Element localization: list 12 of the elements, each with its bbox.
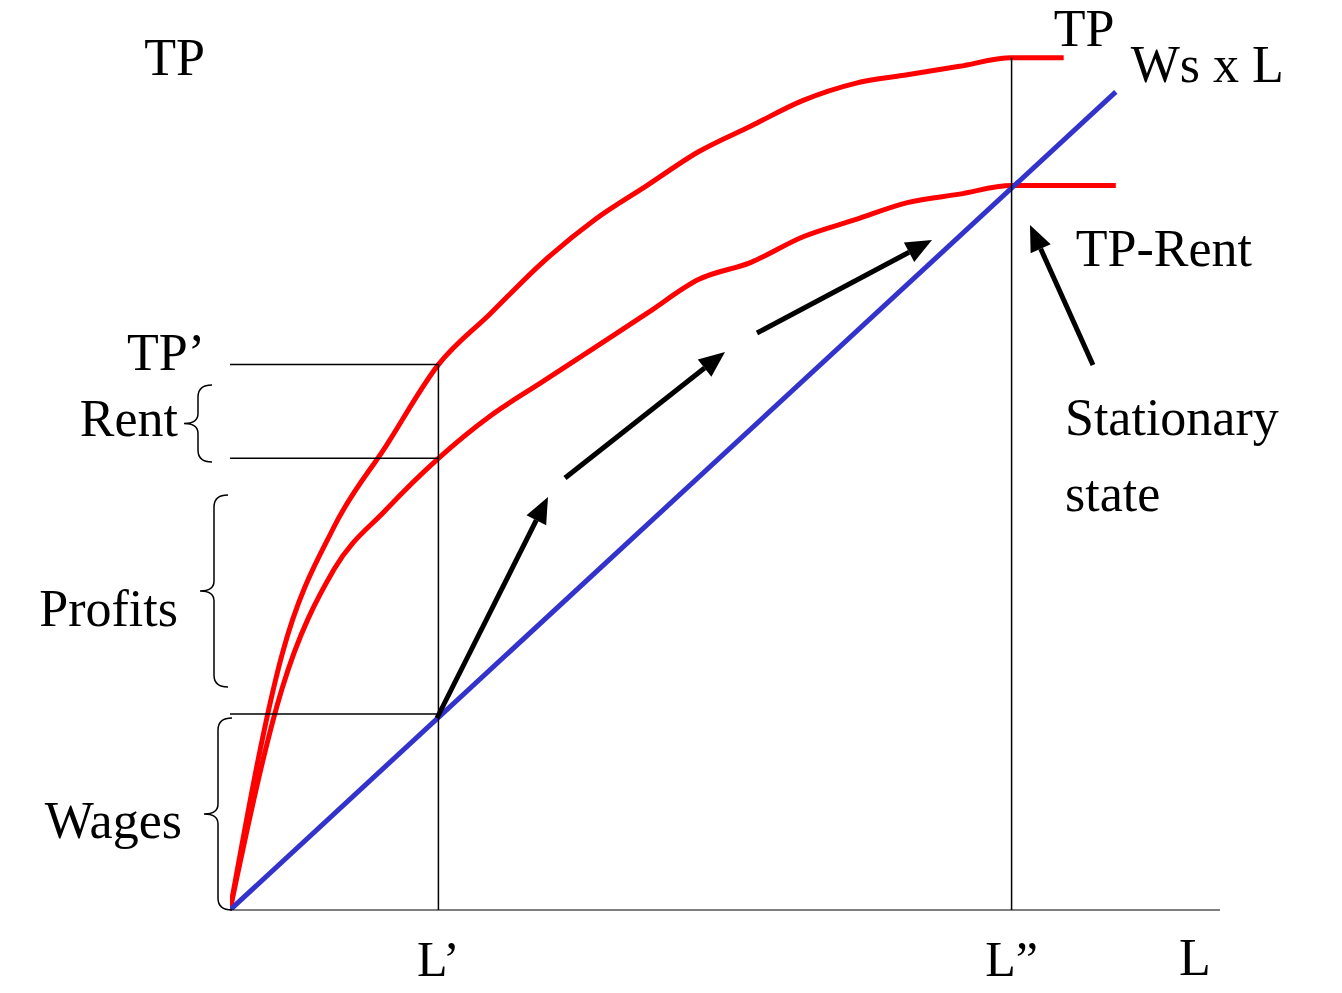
x-tick-label: L’ xyxy=(417,930,460,987)
text: Wages xyxy=(44,792,182,849)
text: TP’ xyxy=(127,324,205,381)
y-axis-title: TP xyxy=(144,29,205,86)
text: Rent xyxy=(79,390,179,447)
series-label: TP-Rent xyxy=(1075,219,1253,277)
series-label: TP xyxy=(1053,0,1115,57)
x-tick-label: L” xyxy=(985,930,1038,987)
text: Profits xyxy=(39,580,178,637)
series-label: Ws x L xyxy=(1130,35,1284,93)
x-axis-title: L xyxy=(1179,929,1211,986)
annotation: Stationary state xyxy=(1065,389,1279,522)
